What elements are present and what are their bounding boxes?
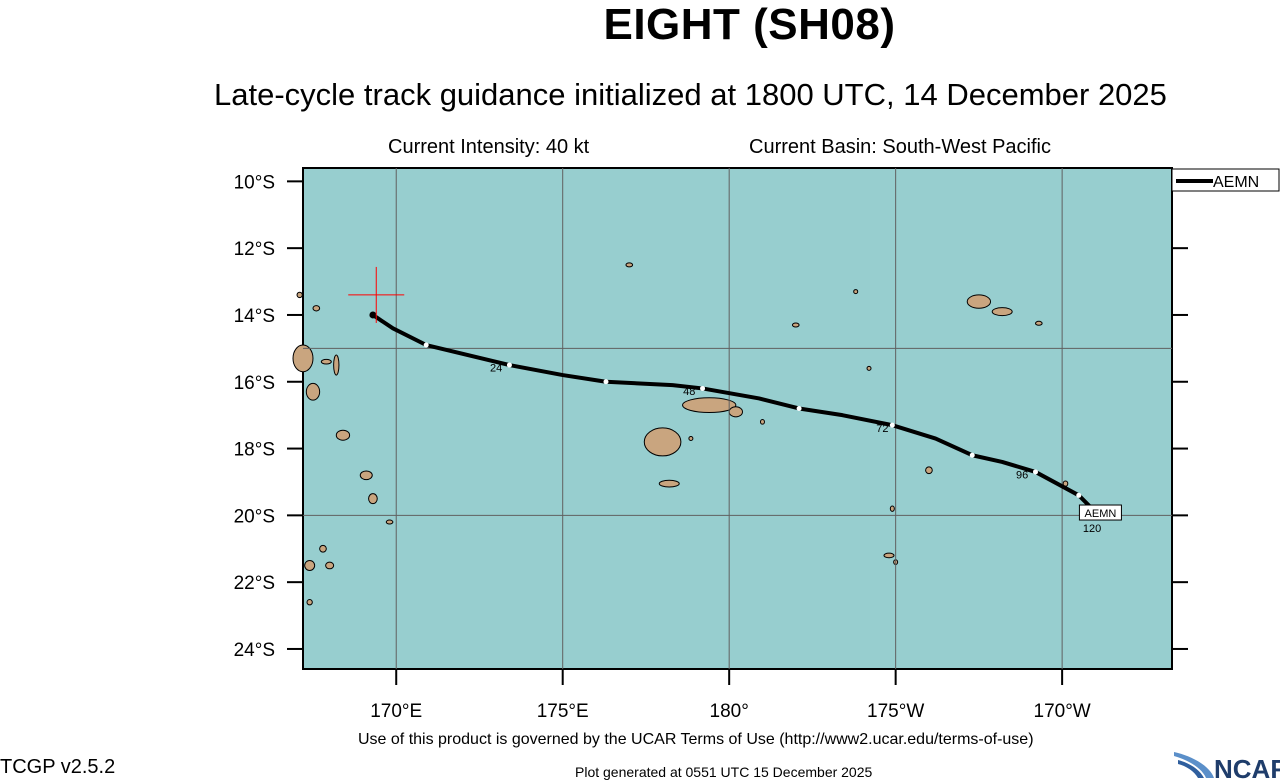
grid-lines [303, 168, 1172, 669]
track-end-label: AEMN [1085, 508, 1117, 520]
lat-tick-label: 18°S [234, 440, 275, 461]
lon-tick-label: 175°E [537, 701, 589, 722]
lon-tick-label: 175°W [867, 701, 924, 722]
island-espiritu-santo [292, 344, 314, 373]
island-tanna [368, 493, 378, 505]
forecast-track: 24 48 72 96 120 AEMN [369, 311, 1122, 535]
island-efate [335, 429, 351, 441]
track-point-84h [969, 452, 975, 458]
track-point-96h [1032, 469, 1038, 475]
track-hour-label: 96 [1016, 470, 1028, 482]
axis-ticks: 10°S 12°S 14°S 16°S 18°S 20°S 22°S 24°S 170°E 175… [234, 172, 1188, 722]
island-vanua-levu [682, 397, 737, 413]
lon-tick-label: 180° [710, 701, 749, 722]
current-position-marker [348, 266, 405, 323]
ncar-logo: NCAR [1174, 752, 1280, 780]
generated-timestamp: Plot generated at 0551 UTC 15 December 2… [575, 764, 873, 780]
track-point-48h [700, 385, 706, 391]
island-ovalau [688, 436, 694, 442]
track-point-36h [603, 379, 609, 385]
island-ambae [320, 358, 332, 365]
island-erromango [359, 470, 373, 481]
track-point-60h [796, 405, 802, 411]
island-isle-of-pines [306, 599, 313, 606]
island-kadavu [658, 479, 680, 488]
island-aneityum [385, 519, 394, 525]
island-loyalty-lifou [319, 544, 327, 553]
track-point-108h [1076, 492, 1082, 498]
version-label: TCGP v2.5.2 [0, 756, 116, 778]
island-niuafo-ou [866, 365, 872, 371]
island-lau-vanua-balavu [759, 419, 765, 425]
land-masses [292, 262, 1069, 606]
lon-tick-label: 170°W [1034, 701, 1091, 722]
track-line-aemn [371, 313, 1097, 514]
island-vava-u [925, 466, 933, 475]
island-malekula [305, 382, 321, 401]
lat-tick-label: 16°S [234, 373, 275, 394]
island-tutuila [1034, 320, 1043, 326]
terms-of-use: Use of this product is governed by the U… [358, 731, 1034, 748]
island-banks [312, 305, 321, 312]
island-torres [296, 291, 303, 299]
track-point-72h [889, 422, 895, 428]
lon-tick-label: 170°E [370, 701, 422, 722]
legend: AEMN [1171, 168, 1280, 192]
lat-tick-label: 20°S [234, 506, 275, 527]
current-basin: Current Basin: South-West Pacific [749, 136, 1051, 158]
legend-label-aemn: AEMN [1213, 174, 1259, 191]
track-point-12h [423, 342, 429, 348]
lat-tick-label: 10°S [234, 172, 275, 193]
track-hour-label: 48 [683, 386, 695, 398]
track-hour-label: 72 [876, 423, 888, 435]
island-pentecost [333, 354, 340, 376]
lat-tick-label: 12°S [234, 239, 275, 260]
lat-tick-label: 14°S [234, 306, 275, 327]
island-savaii [966, 294, 992, 309]
track-end-label-box [1078, 504, 1122, 521]
island-ha-apai [889, 505, 895, 512]
lat-tick-label: 22°S [234, 573, 275, 594]
lat-tick-label: 24°S [234, 640, 275, 661]
island-upolu [991, 307, 1013, 317]
map-subtitle: Late-cycle track guidance initialized at… [214, 77, 1167, 112]
map-title: EIGHT (SH08) [603, 0, 896, 49]
island-new-caledonia-north [304, 559, 316, 571]
island-wallis [853, 289, 859, 295]
island-loyalty-mare [325, 561, 335, 570]
track-start-point [369, 311, 377, 319]
track-point-24h [506, 362, 512, 368]
island-futuna [791, 322, 800, 328]
track-hour-label: 24 [490, 363, 502, 375]
island-taveuni [728, 406, 743, 418]
track-hour-label: 120 [1083, 523, 1101, 535]
island-rotuma [625, 262, 634, 268]
island-viti-levu [643, 427, 682, 457]
current-intensity: Current Intensity: 40 kt [388, 136, 590, 158]
island-tongatapu [883, 552, 895, 559]
ocean-area [302, 167, 1173, 670]
ncar-logo-text: NCAR [1214, 754, 1280, 780]
